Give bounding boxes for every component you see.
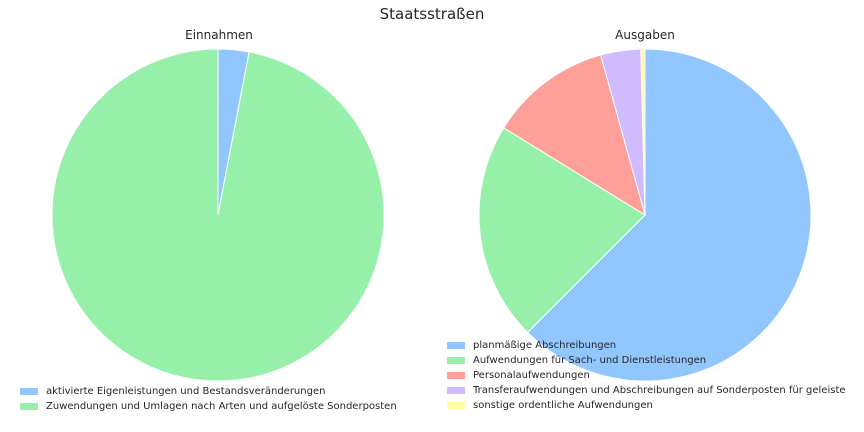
legend-swatch bbox=[447, 342, 465, 349]
figure-title: Staatsstraßen bbox=[379, 5, 485, 23]
legend-ausgaben: planmäßige Abschreibungen Aufwendungen fü… bbox=[447, 338, 846, 413]
legend-item: Aufwendungen für Sach- und Dienstleistun… bbox=[447, 353, 846, 368]
legend-item: Personalaufwendungen bbox=[447, 368, 846, 383]
legend-label: aktivierte Eigenleistungen und Bestandsv… bbox=[46, 386, 326, 397]
pie-title-ausgaben: Ausgaben bbox=[615, 28, 675, 42]
legend-label: Transferaufwendungen und Abschreibungen … bbox=[473, 385, 846, 396]
pie-slice-1-1 bbox=[478, 127, 646, 334]
legend-swatch bbox=[447, 372, 465, 379]
legend-item: aktivierte Eigenleistungen und Bestandsv… bbox=[20, 384, 397, 399]
legend-item: planmäßige Abschreibungen bbox=[447, 338, 846, 353]
legend-swatch bbox=[447, 402, 465, 409]
legend-label: Personalaufwendungen bbox=[473, 370, 590, 381]
pie-einnahmen bbox=[51, 48, 385, 382]
legend-item: sonstige ordentliche Aufwendungen bbox=[447, 398, 846, 413]
pie-slice-0-1 bbox=[51, 48, 385, 382]
legend-swatch bbox=[447, 357, 465, 364]
pie-slice-1-4 bbox=[640, 48, 646, 216]
legend-label: planmäßige Abschreibungen bbox=[473, 340, 617, 351]
pie-title-einnahmen: Einnahmen bbox=[185, 28, 253, 42]
pie-ausgaben bbox=[478, 48, 812, 382]
legend-item: Transferaufwendungen und Abschreibungen … bbox=[447, 383, 846, 398]
pie-slice-1-2 bbox=[503, 54, 646, 217]
legend-label: Zuwendungen und Umlagen nach Arten und a… bbox=[46, 401, 397, 412]
legend-einnahmen: aktivierte Eigenleistungen und Bestandsv… bbox=[20, 384, 397, 414]
legend-swatch bbox=[447, 387, 465, 394]
legend-label: Aufwendungen für Sach- und Dienstleistun… bbox=[473, 355, 707, 366]
legend-swatch bbox=[20, 403, 38, 410]
legend-swatch bbox=[20, 388, 38, 395]
legend-label: sonstige ordentliche Aufwendungen bbox=[473, 400, 653, 411]
pie-slice-1-0 bbox=[526, 48, 812, 382]
legend-item: Zuwendungen und Umlagen nach Arten und a… bbox=[20, 399, 397, 414]
